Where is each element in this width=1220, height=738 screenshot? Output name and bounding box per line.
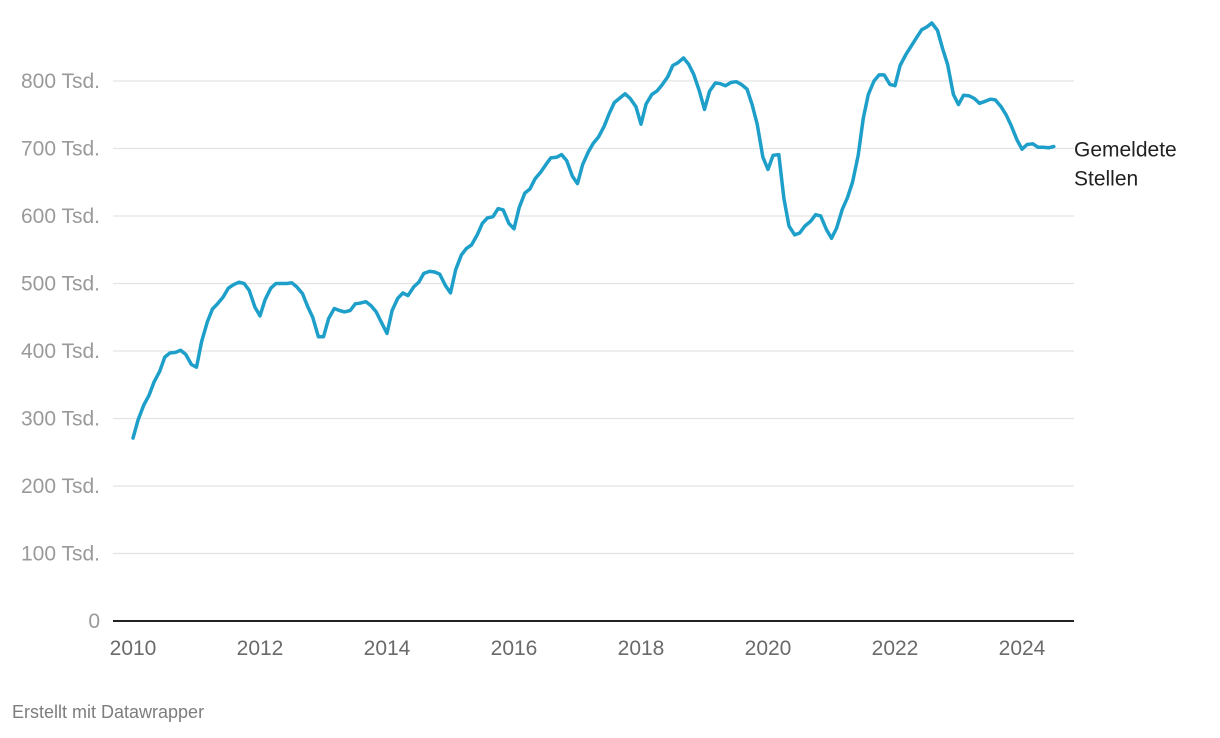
y-tick-label: 600 Tsd. [21, 205, 100, 228]
x-tick-label: 2012 [237, 637, 284, 660]
y-tick-label: 700 Tsd. [21, 138, 100, 161]
series-label-line: Gemeldete [1074, 138, 1177, 161]
x-axis-tick-labels: 2010 2012 2014 2016 2018 2020 2022 2024 [110, 637, 1046, 660]
y-tick-label: 400 Tsd. [21, 340, 100, 363]
series-label-line: Stellen [1074, 167, 1138, 190]
gridlines [113, 80, 1074, 555]
x-tick-label: 2024 [999, 637, 1046, 660]
series-line [131, 21, 1056, 440]
x-tick-label: 2020 [745, 637, 792, 660]
x-tick-label: 2010 [110, 637, 157, 660]
x-tick-label: 2022 [872, 637, 919, 660]
y-tick-label: 0 [88, 610, 100, 633]
y-tick-label: 300 Tsd. [21, 408, 100, 431]
y-tick-label: 800 Tsd. [21, 70, 100, 93]
y-tick-label: 500 Tsd. [21, 273, 100, 296]
y-axis-tick-labels: 0 100 Tsd. 200 Tsd. 300 Tsd. 400 Tsd. 500 Tsd… [21, 70, 100, 633]
series-lines [131, 21, 1056, 440]
y-tick-label: 100 Tsd. [21, 543, 100, 566]
series-label: Gemeldete Stellen [1074, 138, 1177, 190]
x-tick-label: 2014 [364, 637, 411, 660]
series-labels: Gemeldete Stellen [1074, 138, 1177, 190]
y-tick-label: 200 Tsd. [21, 475, 100, 498]
x-tick-label: 2016 [491, 637, 538, 660]
x-tick-label: 2018 [618, 637, 665, 660]
footer-credit: Erstellt mit Datawrapper [12, 702, 205, 722]
